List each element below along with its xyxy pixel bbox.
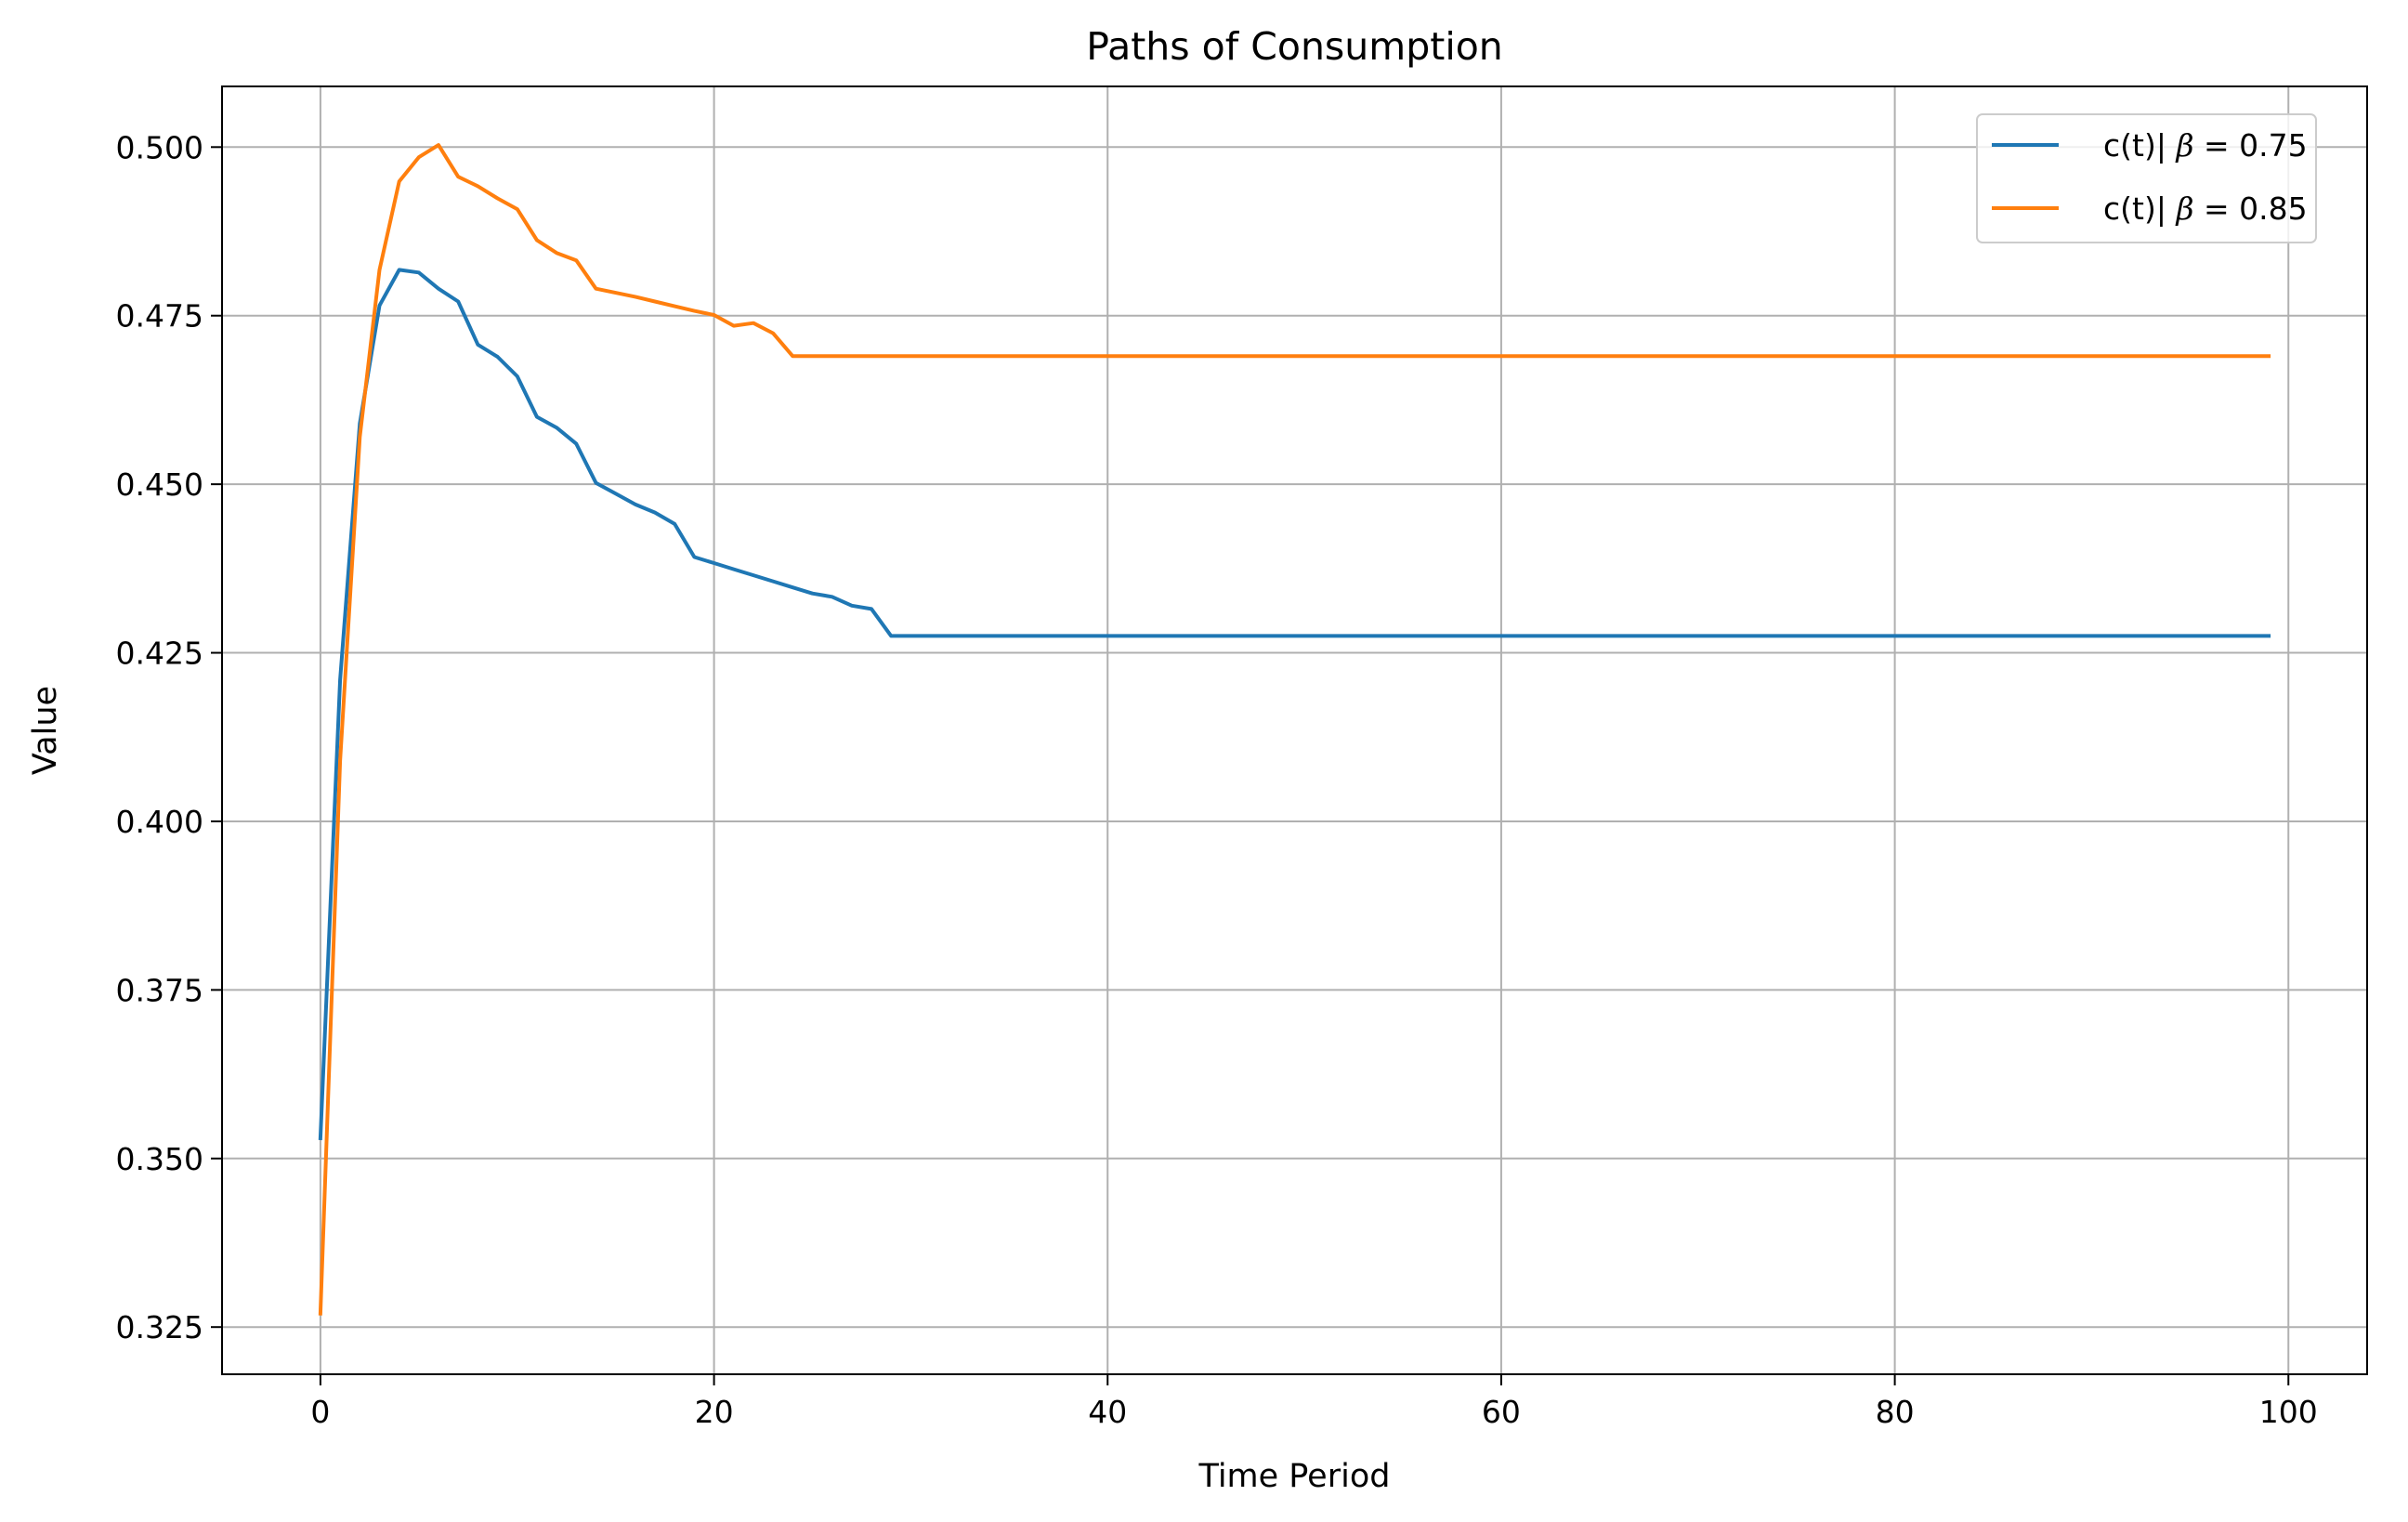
- series-line-1: [318, 143, 2271, 1316]
- y-tick-label: 0.500: [116, 129, 203, 165]
- x-tick-label: 20: [695, 1394, 734, 1430]
- y-tick-label: 0.375: [116, 972, 203, 1008]
- y-tick-label: 0.475: [116, 298, 203, 335]
- x-axis: 0 20 40 60 80 100: [310, 1374, 2318, 1430]
- y-axis: 0.325 0.350 0.375 0.400 0.425 0.450 0.475 0.500: [116, 129, 222, 1345]
- y-tick-label: 0.450: [116, 466, 203, 503]
- x-tick-label: 40: [1088, 1394, 1127, 1430]
- x-axis-title: Time Period: [1198, 1458, 1391, 1495]
- y-tick-label: 0.350: [116, 1141, 203, 1177]
- x-tick-label: 80: [1876, 1394, 1915, 1430]
- legend-label-beta-075: c(t)| β = 0.75: [2103, 127, 2308, 164]
- y-tick-label: 0.425: [116, 636, 203, 672]
- plot-frame: [221, 85, 2368, 1375]
- legend: c(t)| β = 0.75 c(t)| β = 0.85: [1976, 113, 2317, 243]
- y-axis-title: Value: [27, 686, 64, 775]
- y-tick-label: 0.400: [116, 804, 203, 840]
- chart-title: Paths of Consumption: [1086, 24, 1503, 69]
- series-line-0: [318, 268, 2271, 1141]
- grid-lines: [222, 86, 2367, 1374]
- x-tick-label: 60: [1482, 1394, 1521, 1430]
- x-tick-label: 100: [2259, 1394, 2318, 1430]
- y-tick-label: 0.325: [116, 1309, 203, 1345]
- series-layer: [318, 143, 2271, 1316]
- x-tick-label: 0: [310, 1394, 330, 1430]
- legend-box: [1976, 113, 2317, 243]
- legend-label-beta-085: c(t)| β = 0.85: [2103, 190, 2308, 227]
